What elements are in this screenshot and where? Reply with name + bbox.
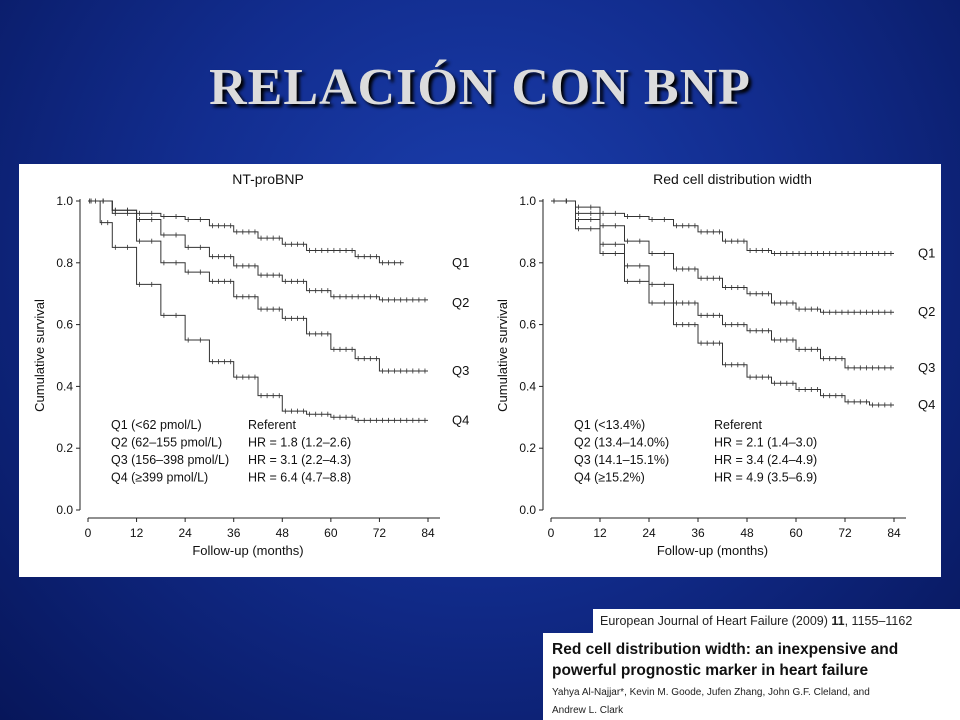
chart1-legend-hr: Referent	[248, 418, 296, 432]
chart2-x-tick-label: 12	[593, 526, 607, 540]
chart2-series-label-q2: Q2	[918, 304, 935, 319]
chart1-x-tick-label: 0	[85, 526, 92, 540]
chart2-series-q4	[551, 200, 894, 406]
chart2-legend-group: Q4 (≥15.2%)	[574, 471, 645, 485]
chart2-x-label: Follow-up (months)	[657, 543, 768, 558]
chart1-y-tick-label: 1.0	[56, 194, 73, 208]
chart1-legend-hr: HR = 1.8 (1.2–2.6)	[248, 436, 351, 450]
journal-name: European Journal of Heart Failure (2009)	[600, 614, 828, 628]
chart2-series-q2	[551, 200, 894, 313]
chart1-series-q3	[88, 200, 428, 372]
chart2-series-label-q3: Q3	[918, 360, 935, 375]
chart2-x-tick-label: 60	[789, 526, 803, 540]
chart2-y-tick-label: 0.4	[519, 379, 536, 393]
chart2-title: Red cell distribution width	[653, 171, 812, 187]
chart1-series-label-q4: Q4	[452, 412, 469, 427]
chart1-x-tick-label: 72	[373, 526, 387, 540]
chart1-x-tick-label: 48	[276, 526, 290, 540]
chart2-legend-hr: HR = 2.1 (1.4–3.0)	[714, 436, 817, 450]
chart1-x-tick-label: 84	[421, 526, 435, 540]
chart1-legend-group: Q1 (<62 pmol/L)	[111, 418, 202, 432]
chart2-y-tick-label: 1.0	[519, 194, 536, 208]
article-header: Red cell distribution width: an inexpens…	[543, 633, 960, 720]
chart1-title: NT-proBNP	[232, 171, 304, 187]
article-title-line2: powerful prognostic marker in heart fail…	[552, 662, 869, 679]
chart2-series-q3	[551, 200, 894, 369]
journal-citation: European Journal of Heart Failure (2009)…	[593, 609, 960, 633]
chart1-y-tick-label: 0.8	[56, 256, 73, 270]
chart2-x-tick-label: 0	[548, 526, 555, 540]
chart1-x-tick-label: 12	[130, 526, 144, 540]
chart1-series-q2	[88, 200, 428, 301]
chart1-legend-group: Q4 (≥399 pmol/L)	[111, 471, 208, 485]
chart2-legend-hr: HR = 3.4 (2.4–4.9)	[714, 453, 817, 467]
slide-title: RELACIÓN CON BNP	[209, 59, 751, 116]
chart2-series-q1	[551, 200, 894, 255]
chart2-y-tick-label: 0.0	[519, 503, 536, 517]
chart2-y-label: Cumulative survival	[495, 299, 510, 412]
chart2-legend-group: Q2 (13.4–14.0%)	[574, 436, 669, 450]
figure-panel: NT-proBNP 0.0 0.2 0.4 0.6 0.8 1.0 0 12 24 36 48 60 72…	[19, 164, 941, 577]
chart2-legend-hr: Referent	[714, 418, 762, 432]
chart1-series-label-q1: Q1	[452, 255, 469, 270]
chart1-legend-group: Q3 (156–398 pmol/L)	[111, 453, 229, 467]
chart2-series-label-q1: Q1	[918, 246, 935, 261]
survival-charts: NT-proBNP 0.0 0.2 0.4 0.6 0.8 1.0 0 12 24 36 48 60 72…	[32, 171, 935, 558]
chart1-series-q4	[88, 200, 428, 421]
chart2-series-label-q4: Q4	[918, 397, 935, 412]
chart2-legend-group: Q1 (<13.4%)	[574, 418, 645, 432]
chart1-series-label-q2: Q2	[452, 295, 469, 310]
chart1-legend-hr: HR = 6.4 (4.7–8.8)	[248, 471, 351, 485]
chart2-y-tick-label: 0.2	[519, 441, 536, 455]
chart1-y-label: Cumulative survival	[32, 299, 47, 412]
chart2-x-tick-label: 24	[642, 526, 656, 540]
article-authors-line1: Yahya Al-Najjar*, Kevin M. Goode, Jufen …	[552, 687, 870, 698]
chart2-x-tick-label: 72	[838, 526, 852, 540]
chart2-x-tick-label: 84	[887, 526, 901, 540]
journal-volume: 11	[831, 614, 845, 628]
chart1-legend-hr: HR = 3.1 (2.2–4.3)	[248, 453, 351, 467]
chart2-x-tick-label: 48	[740, 526, 754, 540]
chart2-legend-group: Q3 (14.1–15.1%)	[574, 453, 669, 467]
chart2-x-tick-label: 36	[691, 526, 705, 540]
chart1-y-tick-label: 0.4	[56, 379, 73, 393]
chart1-y-tick-label: 0.6	[56, 318, 73, 332]
chart1-x-tick-label: 36	[227, 526, 241, 540]
chart2-y-tick-label: 0.8	[519, 256, 536, 270]
chart2-y-tick-label: 0.6	[519, 318, 536, 332]
article-title-line1: Red cell distribution width: an inexpens…	[552, 641, 899, 658]
article-authors-line2: Andrew L. Clark	[552, 705, 624, 716]
chart1-x-tick-label: 60	[324, 526, 338, 540]
chart2-legend-hr: HR = 4.9 (3.5–6.9)	[714, 471, 817, 485]
chart1-y-tick-label: 0.2	[56, 441, 73, 455]
chart1-series-label-q3: Q3	[452, 363, 469, 378]
journal-pages: , 1155–1162	[844, 614, 913, 628]
chart1-x-tick-label: 24	[178, 526, 192, 540]
chart1-x-label: Follow-up (months)	[192, 543, 303, 558]
chart1-legend-group: Q2 (62–155 pmol/L)	[111, 436, 222, 450]
chart1-y-tick-label: 0.0	[56, 503, 73, 517]
